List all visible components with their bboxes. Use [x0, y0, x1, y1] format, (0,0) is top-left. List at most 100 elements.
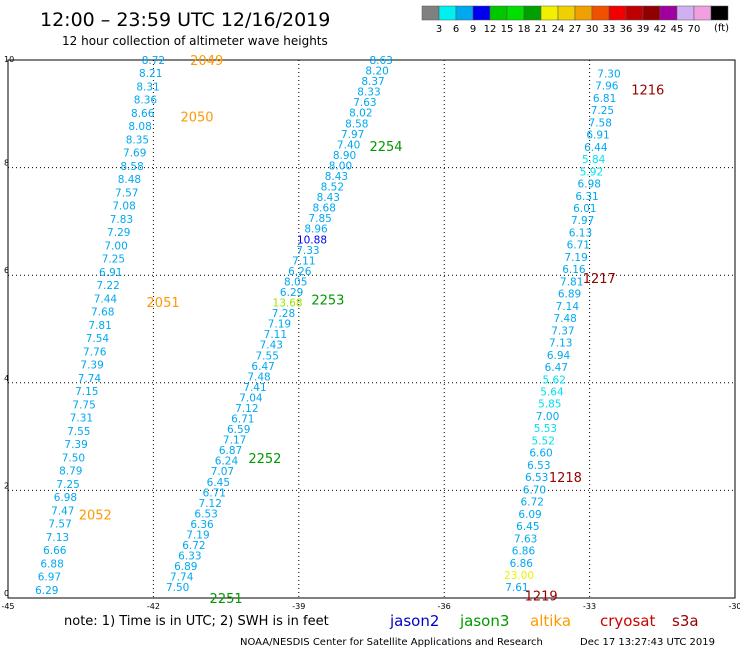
legend-swatch	[557, 5, 576, 21]
data-point: 6.31	[575, 191, 598, 203]
legend-swatch	[676, 5, 695, 21]
data-point: 8.58	[345, 118, 368, 130]
data-point: 8.52	[321, 182, 344, 194]
y-tick-label: 4	[4, 374, 9, 383]
data-point: 7.14	[556, 301, 580, 313]
pass-label: 1218	[549, 471, 582, 486]
pass-label: 1219	[525, 589, 558, 604]
data-point: 7.57	[48, 519, 71, 531]
data-point: 7.19	[564, 252, 587, 264]
data-point: 7.61	[505, 582, 528, 594]
legend-label: 18	[518, 24, 531, 35]
x-tick-label: -33	[583, 602, 596, 611]
pass-label: 1216	[631, 84, 664, 99]
data-point: 7.48	[247, 371, 270, 383]
data-point: 6.45	[516, 521, 539, 533]
data-point: 6.86	[512, 546, 536, 558]
legend-swatch	[693, 5, 712, 21]
x-tick-label: -39	[292, 602, 305, 611]
data-point: 5.52	[532, 435, 555, 447]
data-point: 5.62	[542, 374, 565, 386]
data-point: 7.13	[549, 338, 572, 350]
legend-swatch	[659, 5, 678, 21]
legend-swatch	[455, 5, 474, 21]
color-legend: 3 6 9 12 15 18 21 24 27 30 33 36 39 42 45 70	[421, 5, 729, 35]
x-tick-label: -36	[438, 602, 451, 611]
data-point: 6.26	[288, 266, 312, 278]
legend-swatch	[574, 5, 593, 21]
data-point: 8.20	[365, 66, 388, 78]
chart-subtitle: 12 hour collection of altimeter wave hei…	[62, 34, 328, 48]
chart-title: 12:00 – 23:59 UTC 12/16/2019	[40, 9, 330, 31]
data-point: 8.68	[313, 203, 336, 215]
data-point: 7.43	[260, 340, 283, 352]
data-point: 7.25	[56, 479, 79, 491]
data-point: 6.98	[54, 492, 77, 504]
x-tick-label: -42	[147, 602, 160, 611]
legend-swatch	[608, 5, 627, 21]
data-point: 7.39	[64, 439, 87, 451]
data-point: 7.00	[536, 411, 559, 423]
data-point: 6.47	[251, 361, 274, 373]
y-tick-label: 10	[4, 55, 14, 64]
y-tick-label: 6	[4, 266, 9, 275]
data-point: 6.71	[567, 240, 590, 252]
data-point: 8.96	[304, 224, 328, 236]
data-point: 7.25	[102, 254, 125, 266]
data-point: 7.11	[292, 255, 315, 267]
data-point: 7.54	[86, 333, 110, 345]
data-point: 6.91	[99, 267, 122, 279]
data-point: 8.35	[126, 134, 149, 146]
legend-label: 33	[603, 24, 616, 35]
data-point: 7.30	[597, 68, 620, 80]
data-point: 6.87	[219, 445, 242, 457]
legend-swatch	[421, 5, 440, 21]
legend-label: 27	[569, 24, 582, 35]
data-point: 7.00	[104, 240, 127, 252]
data-point: 6.33	[178, 551, 201, 563]
data-point: 8.00	[329, 160, 352, 172]
data-point: 10.88	[297, 234, 327, 246]
data-point: 5.64	[540, 387, 564, 399]
data-point: 7.75	[72, 399, 95, 411]
data-point: 7.83	[110, 214, 133, 226]
data-point: 7.50	[62, 452, 85, 464]
data-point: 7.19	[268, 319, 291, 331]
data-point: 7.33	[296, 245, 319, 257]
data-point: 5.53	[534, 423, 557, 435]
legend-swatch	[438, 5, 457, 21]
data-point: 8.66	[131, 108, 155, 120]
pass-label: 2252	[248, 452, 281, 467]
data-point: 7.11	[264, 329, 287, 341]
pass-label: 2049	[190, 54, 223, 69]
data-point: 5.85	[538, 399, 561, 411]
pass-label: 2254	[369, 140, 402, 155]
data-point: 6.24	[215, 456, 239, 468]
pass-label: 2050	[180, 110, 213, 125]
data-points: 6.296.976.886.667.137.577.476.987.258.79…	[35, 55, 621, 597]
data-point: 6.60	[529, 448, 552, 460]
data-point: 6.88	[40, 558, 63, 570]
data-point: 7.39	[80, 360, 103, 372]
legend-label: 3	[436, 24, 442, 35]
data-point: 6.86	[510, 558, 534, 570]
legend-swatch	[472, 5, 491, 21]
pass-labels: 2052 2051 2050 2049 2251 2252 2253 2254 1219 1218…	[79, 54, 665, 607]
data-point: 8.36	[134, 95, 158, 107]
data-point: 6.71	[203, 487, 226, 499]
data-point: 7.12	[235, 403, 258, 415]
data-point: 6.94	[547, 350, 571, 362]
data-point: 7.29	[107, 227, 130, 239]
data-point: 13.68	[273, 298, 303, 310]
data-point: 7.55	[256, 350, 279, 362]
x-tick-label: -45	[1, 602, 14, 611]
data-point: 8.90	[333, 150, 356, 162]
data-point: 8.05	[284, 276, 307, 288]
data-point: 6.47	[545, 362, 568, 374]
data-point: 7.63	[353, 97, 376, 109]
data-point: 7.97	[571, 215, 594, 227]
data-point: 6.97	[38, 572, 61, 584]
data-point: 7.55	[67, 426, 90, 438]
data-point: 23.00	[504, 570, 534, 582]
data-point: 5.84	[582, 154, 606, 166]
